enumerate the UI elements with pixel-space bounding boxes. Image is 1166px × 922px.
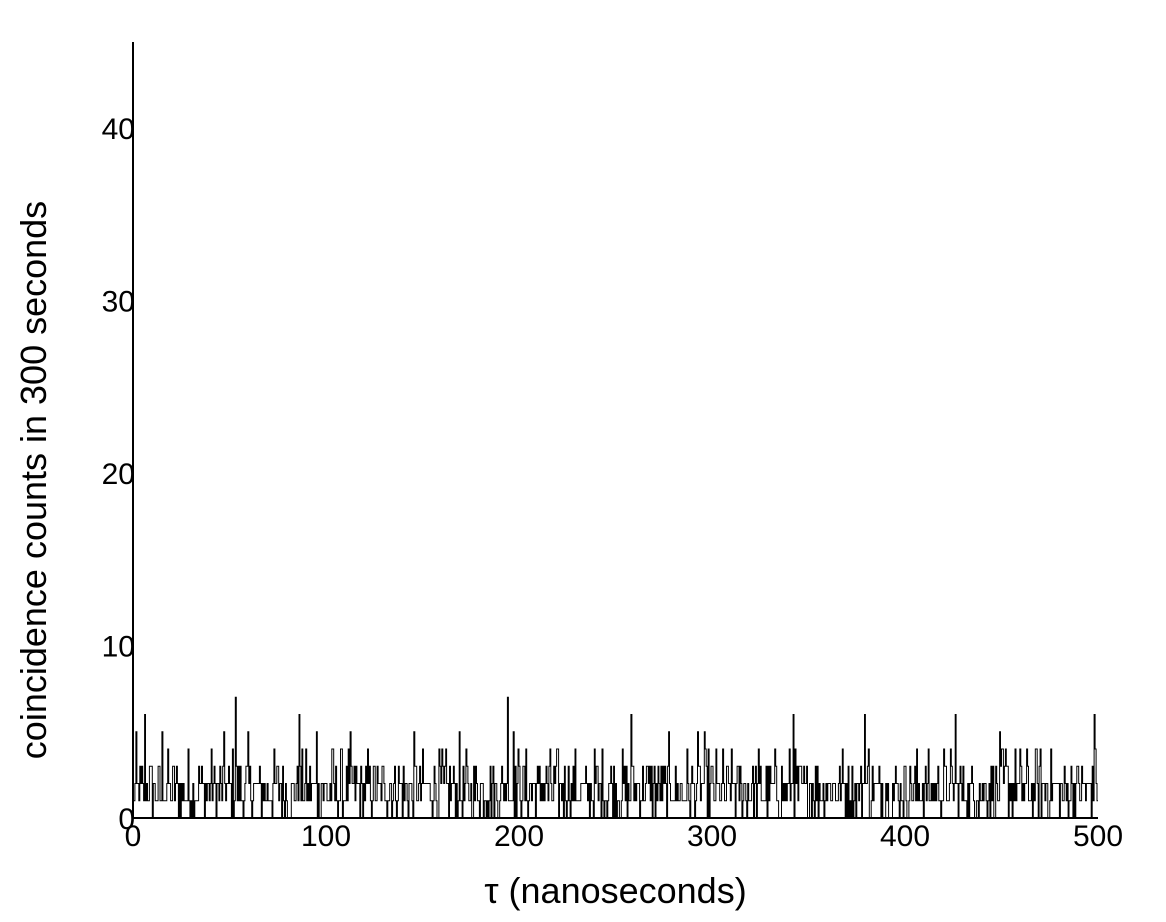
series-line [133, 696, 1098, 819]
y-tick-label: 10 [102, 631, 135, 664]
y-tick-label: 40 [102, 113, 135, 146]
x-tick-label: 400 [880, 820, 930, 853]
x-tick-labels: 0 100 200 300 400 500 [125, 820, 1123, 853]
x-tick-label: 200 [494, 820, 544, 853]
x-tick-label: 0 [125, 820, 142, 853]
x-tick-label: 300 [687, 820, 737, 853]
y-axis-title: coincidence counts in 300 seconds [13, 201, 54, 759]
x-tick-label: 500 [1073, 820, 1123, 853]
x-axis-title: τ (nanoseconds) [484, 870, 746, 911]
y-tick-label: 20 [102, 458, 135, 491]
y-tick-label: 30 [102, 286, 135, 319]
y-tick-label: 0 [118, 803, 135, 836]
x-tick-label: 100 [301, 820, 351, 853]
y-tick-labels: 0 10 20 30 40 [102, 113, 135, 836]
histogram-trace [133, 696, 1098, 819]
